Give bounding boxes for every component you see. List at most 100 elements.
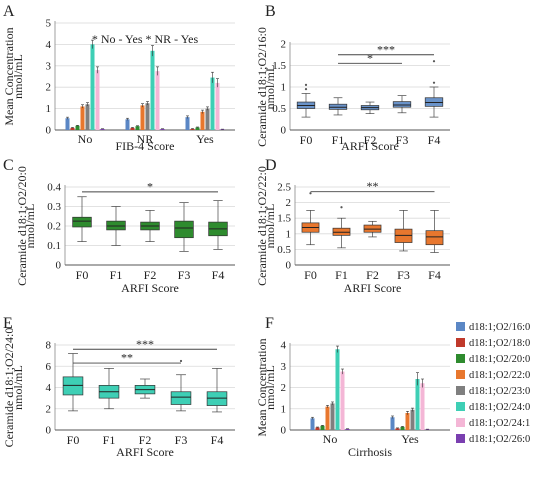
- legend: d18:1;O2/16:0 d18:1;O2/18:0 d18:1;O2/20:0 d…: [456, 322, 530, 445]
- bar-d18:1;O2/16:0: [310, 418, 315, 430]
- bar-d18:1;O2/23:0: [330, 403, 335, 430]
- legend-swatch: [456, 418, 465, 427]
- panel-label: C: [3, 157, 14, 174]
- y-axis-label: nmol/mL: [23, 204, 37, 249]
- x-tick-label: Yes: [196, 132, 214, 146]
- panel-label: A: [3, 3, 15, 20]
- panel-label: D: [265, 157, 277, 174]
- bar-d18:1;O2/22:0: [140, 105, 145, 130]
- panel-D: D 0 0.5 1 1.5 2 2.5 Ceramide d18:1;O2/22:0nmol/…: [255, 157, 450, 295]
- bar-d18:1;O2/26:0: [100, 128, 105, 130]
- y-tick-label: 0: [281, 125, 287, 137]
- y-tick-label: 1: [46, 103, 52, 115]
- y-axis-label: Ceramide d18:1;O2/16:0: [255, 27, 269, 147]
- bar-d18:1;O2/23:0: [205, 108, 210, 130]
- legend-label: d18:1;O2/16:0: [469, 322, 530, 333]
- y-tick-label: 8: [46, 340, 52, 352]
- y-tick-label: 0.5: [277, 244, 291, 256]
- y-tick-label: 0: [46, 125, 52, 137]
- panel-C: C 0 0.1 0.2 0.3 0.4 Ceramide d18:1;O2/20:0nmol…: [3, 157, 235, 295]
- y-axis-label: nmol/mL: [11, 365, 25, 410]
- bar-d18:1;O2/16:0: [185, 117, 190, 130]
- outlier-point: [432, 60, 436, 63]
- y-axis-label: Mean Concentration: [2, 27, 16, 125]
- legend-swatch: [456, 434, 465, 443]
- y-tick-label: 1: [281, 82, 287, 94]
- x-tick-label: Yes: [401, 432, 419, 446]
- x-axis-label: FIB-4 Score: [116, 139, 175, 153]
- outlier-point: [309, 192, 312, 195]
- x-tick-label: F4: [211, 433, 224, 447]
- y-tick-label: 2: [281, 382, 287, 394]
- box-F4: [206, 391, 228, 406]
- significance-legend: * No - Yes * NR - Yes: [92, 32, 199, 46]
- x-tick-label: F1: [332, 133, 345, 147]
- y-axis-label: Ceramide d18:1;O2/20:0: [15, 166, 29, 286]
- x-tick-label: F3: [397, 268, 410, 282]
- y-tick-label: 4: [281, 340, 287, 352]
- y-tick-label: 4: [46, 39, 52, 51]
- x-tick-label: No: [323, 432, 338, 446]
- legend-swatch: [456, 354, 465, 363]
- y-tick-label: 6: [46, 361, 52, 373]
- bar-d18:1;O2/24:1: [215, 82, 220, 130]
- bar-d18:1;O2/24:0: [90, 44, 95, 130]
- legend-label: d18:1;O2/26:0: [469, 434, 530, 445]
- significance-stars: *: [147, 179, 153, 193]
- x-tick-label: F3: [396, 133, 409, 147]
- x-tick-label: F0: [300, 133, 313, 147]
- panel-label: F: [265, 315, 274, 332]
- x-tick-label: F0: [76, 268, 89, 282]
- y-tick-label: 0: [286, 260, 292, 272]
- legend-label: d18:1;O2/22:0: [469, 370, 530, 381]
- x-tick-label: F0: [67, 433, 80, 447]
- x-tick-label: No: [78, 132, 93, 146]
- y-axis-label: nmol/mL: [11, 54, 25, 99]
- y-tick-label: 4: [46, 382, 52, 394]
- y-tick-label: 1: [286, 228, 292, 240]
- x-tick-label: F1: [335, 268, 348, 282]
- y-axis-label: nmol/mL: [263, 204, 277, 249]
- bar-d18:1;O2/20:0: [320, 425, 325, 430]
- x-tick-label: F0: [304, 268, 317, 282]
- x-tick-label: NR: [137, 132, 154, 146]
- y-tick-label: 1.5: [277, 213, 291, 225]
- x-tick-label: F2: [366, 268, 379, 282]
- outlier-point: [432, 81, 436, 84]
- bar-d18:1;O2/23:0: [85, 104, 90, 130]
- x-tick-label: F4: [428, 133, 441, 147]
- x-tick-label: F3: [175, 433, 188, 447]
- significance-stars: **: [121, 351, 133, 365]
- bar-d18:1;O2/20:0: [195, 127, 200, 130]
- bar-d18:1;O2/18:0: [130, 127, 135, 130]
- outlier-point: [304, 88, 308, 91]
- outlier-point: [304, 83, 308, 86]
- bar-d18:1;O2/24:1: [95, 70, 100, 130]
- legend-swatch: [456, 370, 465, 379]
- legend-label: d18:1;O2/23:0: [469, 386, 530, 397]
- y-tick-label: 0: [56, 260, 62, 272]
- bar-d18:1;O2/22:0: [325, 406, 330, 430]
- x-tick-label: F3: [178, 268, 191, 282]
- y-tick-label: 5: [46, 18, 52, 30]
- significance-stars: ***: [377, 42, 395, 56]
- significance-stars: **: [367, 179, 379, 193]
- bar-d18:1;O2/24:0: [335, 349, 340, 430]
- bar-d18:1;O2/23:0: [410, 409, 415, 430]
- bar-d18:1;O2/24:0: [150, 50, 155, 130]
- y-tick-label: 0: [46, 425, 52, 437]
- bar-d18:1;O2/26:0: [345, 428, 350, 430]
- x-axis-label: ARFI Score: [344, 281, 402, 295]
- bar-d18:1;O2/16:0: [125, 119, 130, 130]
- panel-label: B: [265, 3, 276, 20]
- significance-stars: ***: [136, 337, 154, 351]
- bar-d18:1;O2/24:0: [210, 77, 215, 130]
- y-tick-label: 2: [46, 403, 52, 415]
- y-tick-label: 0.1: [47, 240, 61, 252]
- box-F3: [174, 220, 194, 239]
- bar-d18:1;O2/16:0: [65, 118, 70, 130]
